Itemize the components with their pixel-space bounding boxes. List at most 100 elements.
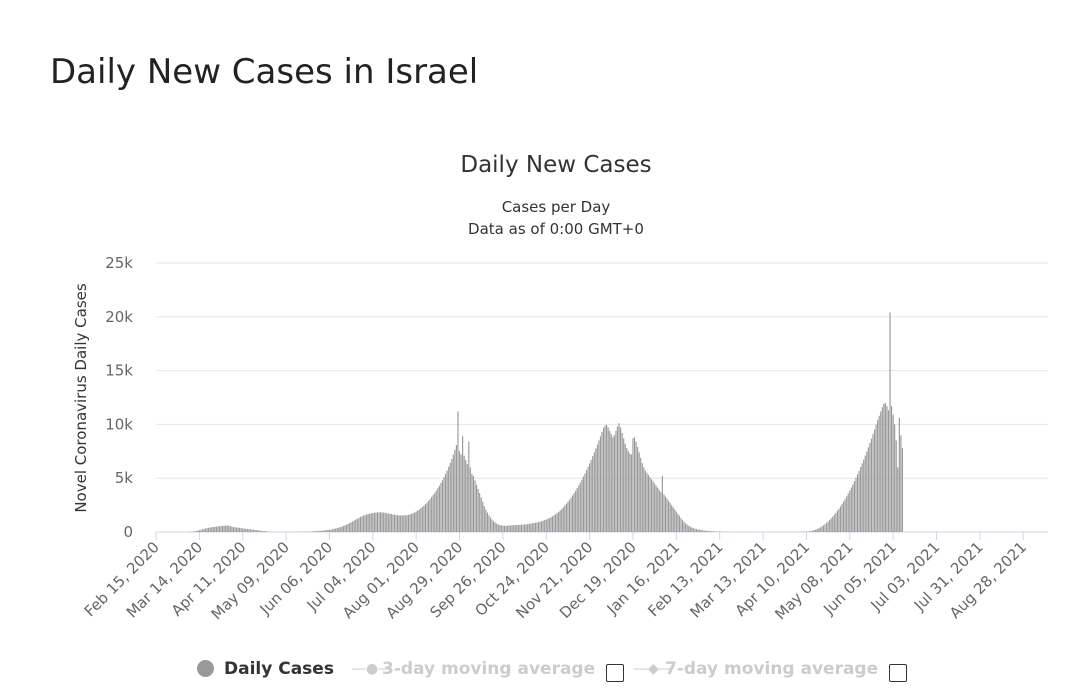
- bar[interactable]: [847, 493, 849, 532]
- bar[interactable]: [649, 477, 651, 532]
- bar[interactable]: [830, 518, 832, 532]
- bar[interactable]: [383, 512, 385, 532]
- bar[interactable]: [578, 485, 580, 532]
- bar[interactable]: [414, 512, 416, 532]
- bar[interactable]: [627, 451, 629, 532]
- bar[interactable]: [677, 513, 679, 532]
- bar[interactable]: [338, 527, 340, 532]
- bar[interactable]: [489, 517, 492, 532]
- bar[interactable]: [406, 515, 408, 532]
- bar[interactable]: [427, 500, 430, 532]
- bar[interactable]: [198, 530, 200, 532]
- bar[interactable]: [819, 527, 821, 532]
- bar[interactable]: [881, 407, 883, 532]
- bar[interactable]: [703, 530, 705, 532]
- bar[interactable]: [602, 427, 605, 532]
- bar[interactable]: [395, 515, 397, 532]
- bar[interactable]: [686, 524, 688, 532]
- bar[interactable]: [372, 512, 374, 532]
- bar[interactable]: [644, 470, 646, 532]
- bar[interactable]: [589, 463, 591, 532]
- bar[interactable]: [576, 487, 578, 532]
- bar[interactable]: [886, 406, 888, 532]
- bar[interactable]: [709, 531, 711, 532]
- bar[interactable]: [637, 447, 639, 532]
- bar[interactable]: [226, 525, 228, 532]
- bar[interactable]: [846, 496, 848, 532]
- bar[interactable]: [694, 528, 696, 532]
- bar[interactable]: [632, 438, 634, 532]
- bar[interactable]: [623, 438, 625, 532]
- bar[interactable]: [421, 507, 423, 532]
- bar[interactable]: [873, 429, 876, 532]
- bar[interactable]: [863, 459, 865, 532]
- bar[interactable]: [672, 507, 674, 532]
- bar[interactable]: [475, 484, 478, 532]
- bar[interactable]: [215, 526, 217, 532]
- bar[interactable]: [570, 497, 572, 532]
- bar[interactable]: [536, 522, 538, 532]
- bar[interactable]: [714, 531, 716, 532]
- bar[interactable]: [706, 530, 708, 532]
- bar[interactable]: [880, 411, 882, 532]
- bar[interactable]: [352, 521, 354, 532]
- bar[interactable]: [582, 476, 584, 532]
- bar[interactable]: [564, 505, 566, 532]
- bar[interactable]: [503, 525, 506, 532]
- bar[interactable]: [448, 466, 450, 532]
- bar[interactable]: [839, 506, 842, 532]
- bar[interactable]: [339, 527, 341, 532]
- bar[interactable]: [431, 497, 433, 532]
- bar[interactable]: [212, 527, 214, 532]
- bar[interactable]: [657, 487, 659, 532]
- bar[interactable]: [818, 528, 820, 532]
- bar[interactable]: [585, 470, 588, 532]
- bar[interactable]: [358, 517, 360, 532]
- bar[interactable]: [593, 452, 595, 532]
- bar[interactable]: [508, 525, 510, 532]
- bar[interactable]: [228, 525, 230, 532]
- bar[interactable]: [234, 527, 236, 532]
- bar[interactable]: [606, 424, 608, 532]
- bar[interactable]: [342, 525, 344, 532]
- bar[interactable]: [869, 443, 871, 532]
- bar[interactable]: [618, 423, 620, 532]
- bar[interactable]: [695, 529, 698, 532]
- legend-7-day-moving-average[interactable]: 7-day moving average: [665, 659, 879, 679]
- bar[interactable]: [237, 527, 239, 532]
- bar[interactable]: [370, 513, 372, 532]
- bar[interactable]: [827, 521, 829, 532]
- bar[interactable]: [379, 512, 382, 532]
- bar[interactable]: [217, 526, 219, 532]
- bar[interactable]: [520, 524, 523, 532]
- bar[interactable]: [248, 529, 250, 532]
- bar[interactable]: [435, 490, 437, 532]
- bar[interactable]: [412, 513, 414, 532]
- legend-3-day-moving-average[interactable]: 3-day moving average: [382, 659, 596, 679]
- bar[interactable]: [313, 531, 315, 532]
- bar[interactable]: [553, 515, 555, 532]
- bar[interactable]: [867, 447, 869, 532]
- bar[interactable]: [841, 504, 843, 532]
- bar[interactable]: [547, 518, 549, 532]
- bar[interactable]: [567, 501, 569, 532]
- bar[interactable]: [870, 438, 873, 532]
- bar[interactable]: [211, 527, 213, 532]
- bar[interactable]: [900, 435, 902, 532]
- bar[interactable]: [624, 443, 626, 532]
- bar[interactable]: [872, 434, 874, 532]
- bar[interactable]: [697, 529, 699, 532]
- bar[interactable]: [558, 511, 560, 532]
- bar[interactable]: [232, 527, 235, 532]
- bar[interactable]: [833, 514, 835, 532]
- bar[interactable]: [373, 512, 375, 532]
- bar[interactable]: [206, 528, 208, 532]
- bar[interactable]: [458, 451, 461, 532]
- bar[interactable]: [514, 525, 516, 532]
- bar[interactable]: [866, 451, 868, 532]
- bar[interactable]: [479, 493, 481, 532]
- bar[interactable]: [816, 528, 818, 532]
- bar[interactable]: [525, 524, 527, 532]
- bar[interactable]: [875, 424, 877, 532]
- bar[interactable]: [262, 530, 264, 532]
